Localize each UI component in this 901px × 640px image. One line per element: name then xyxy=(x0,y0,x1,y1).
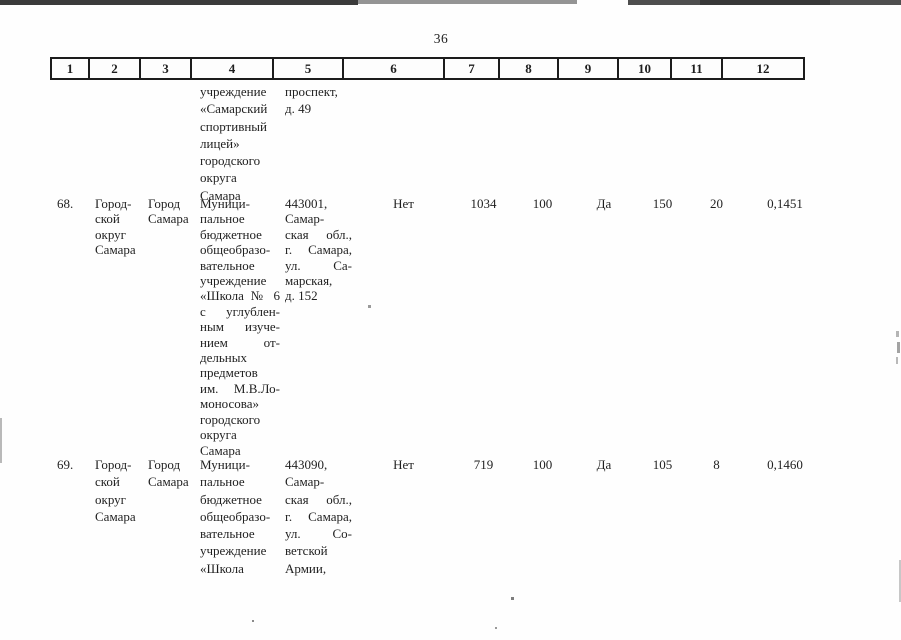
cell-col7: 719 xyxy=(473,457,494,472)
header-cell-8: 8 xyxy=(498,57,559,80)
margin-mark xyxy=(896,357,898,364)
cell-col11: 20 xyxy=(710,196,723,211)
address-text: 443090, Самар- ская обл., г. Самара, ул.… xyxy=(285,457,352,559)
cell-col12: 0,1460 xyxy=(767,457,803,472)
scan-edge-band xyxy=(628,0,901,5)
scan-edge-line xyxy=(0,418,2,463)
scan-speck xyxy=(252,620,254,622)
cell-col8: 100 xyxy=(532,196,553,211)
institution-text: учреждение «Самарский спортивный лицей» … xyxy=(200,84,268,203)
header-cell-6: 6 xyxy=(342,57,445,80)
cell-col6: Нет xyxy=(393,196,414,211)
header-cell-2: 2 xyxy=(88,57,141,80)
cell-col6: Нет xyxy=(393,457,414,472)
cell-col7: 1034 xyxy=(470,196,497,211)
table-row: 68. Город- ской округ Самара Город Самар… xyxy=(50,196,827,458)
cell-col10: 105 xyxy=(652,457,673,472)
table-row: 69. Город- ской округ Самара Город Самар… xyxy=(50,456,827,577)
header-cell-9: 9 xyxy=(557,57,619,80)
scan-edge-band xyxy=(700,0,830,5)
institution-text: Муници- пальное бюджетное общеобразо- ва… xyxy=(200,457,271,576)
cell-institution: Муници- пальное бюджетное общеобразо- ва… xyxy=(196,456,280,577)
cell-col9: Да xyxy=(596,196,612,211)
scan-edge-band xyxy=(0,0,358,5)
cell-institution: учреждение «Самарский спортивный лицей» … xyxy=(196,83,280,204)
cell-address: проспект, д. 49 xyxy=(280,83,352,118)
header-cell-5: 5 xyxy=(272,57,344,80)
cell-institution: Муници- пальное бюджетное общеобразо- ва… xyxy=(196,196,280,458)
cell-district: Город- ской округ Самара xyxy=(95,196,136,258)
margin-mark xyxy=(896,331,899,337)
cell-col9: Да xyxy=(596,457,612,472)
cell-row-number: 69. xyxy=(57,457,74,472)
header-cell-7: 7 xyxy=(443,57,500,80)
scan-edge-band xyxy=(358,0,577,4)
header-cell-3: 3 xyxy=(139,57,192,80)
scan-speck xyxy=(495,627,497,629)
address-last-line: д. 152 xyxy=(285,288,318,304)
cell-address: 443090, Самар- ская обл., г. Самара, ул.… xyxy=(280,456,352,577)
header-cell-4: 4 xyxy=(190,57,274,80)
header-cell-1: 1 xyxy=(50,57,90,80)
cell-district: Город- ской округ Самара xyxy=(95,457,136,524)
header-cell-12: 12 xyxy=(721,57,805,80)
cell-city: Город Самара xyxy=(148,196,189,227)
header-cell-11: 11 xyxy=(670,57,723,80)
cell-row-number: 68. xyxy=(57,196,74,211)
cell-address: 443001, Самар- ская обл., г. Самара, ул.… xyxy=(280,196,352,304)
address-text: проспект, xyxy=(285,84,338,99)
address-last-line: Армии, xyxy=(285,560,327,576)
institution-text: Муници- пальное бюджетное общеобразо- ва… xyxy=(200,196,280,458)
scan-speck xyxy=(511,597,514,600)
cell-col10: 150 xyxy=(652,196,673,211)
table-row: учреждение «Самарский спортивный лицей» … xyxy=(50,83,827,204)
address-last-line: д. 49 xyxy=(285,101,312,117)
cell-col11: 8 xyxy=(713,457,720,472)
cell-col8: 100 xyxy=(532,457,553,472)
header-cell-10: 10 xyxy=(617,57,672,80)
margin-mark xyxy=(897,342,900,353)
table-column-header-row: 1 2 3 4 5 6 7 8 9 10 11 12 xyxy=(50,57,805,80)
cell-col12: 0,1451 xyxy=(767,196,803,211)
cell-city: Город Самара xyxy=(148,457,189,490)
address-text: 443001, Самар- ская обл., г. Самара, ул.… xyxy=(285,196,352,289)
page-number: 36 xyxy=(433,31,449,46)
